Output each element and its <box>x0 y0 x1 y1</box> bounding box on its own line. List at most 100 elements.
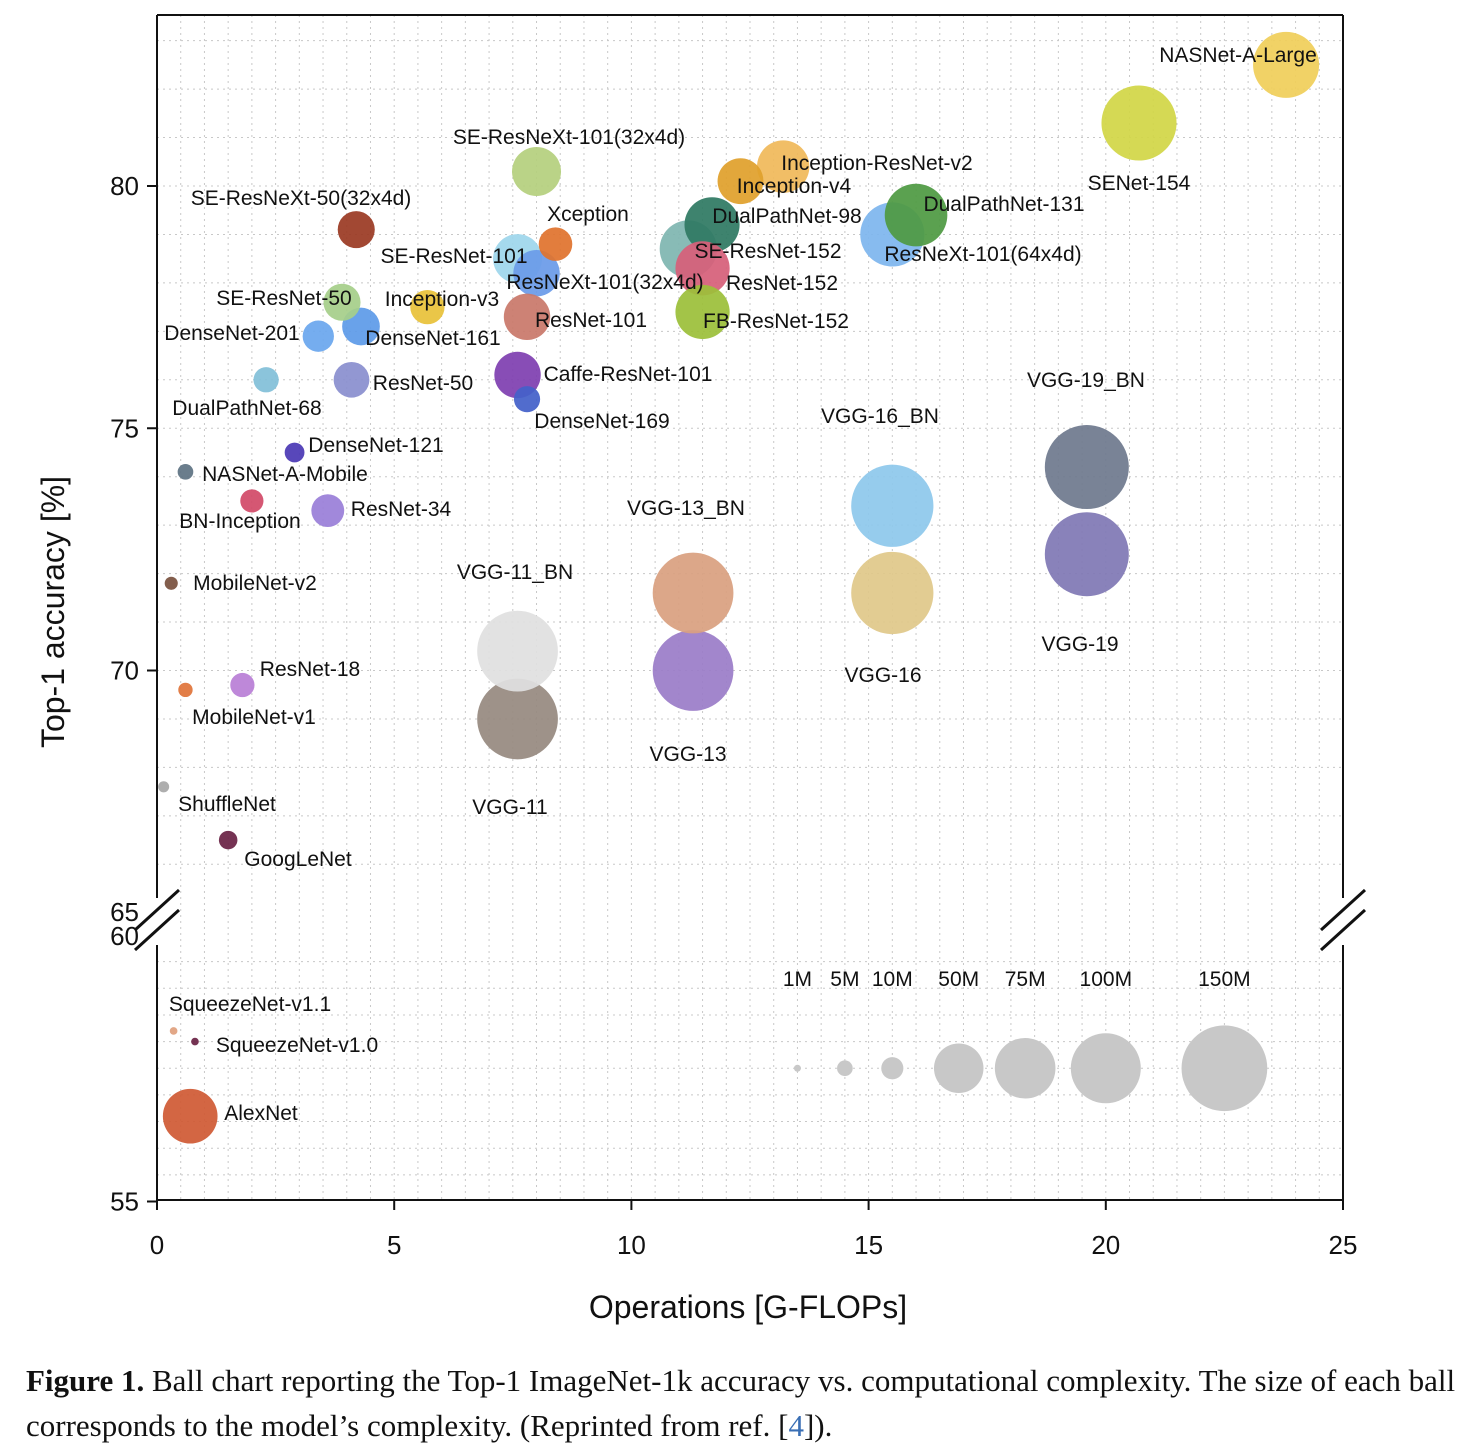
legend-ball-5m <box>837 1060 853 1077</box>
ball-vgg-19-bn <box>1044 425 1129 510</box>
ball-se-resnext-101-32x4d <box>512 146 562 196</box>
label-squeezenet-v1-1: SqueezeNet-v1.1 <box>169 993 331 1016</box>
x-tick-label: 10 <box>617 1230 646 1260</box>
label-shufflenet: ShuffleNet <box>178 793 276 816</box>
model-balls <box>158 31 1320 1144</box>
axis-break-slash <box>133 888 181 932</box>
label-fb-resnet-152: FB-ResNet-152 <box>703 310 849 333</box>
label-mobilenet-v2: MobileNet-v2 <box>193 572 317 595</box>
y-tick-label: 55 <box>110 1187 139 1217</box>
ball-fb-resnet-152 <box>675 284 730 340</box>
ball-dualpathnet-98 <box>684 197 740 253</box>
label-squeezenet-v1-0: SqueezeNet-v1.0 <box>216 1034 378 1057</box>
y-axis-ticks: 65 70 75 80 55 60 <box>110 171 157 1217</box>
ball-squeezenet-v1-1 <box>169 1027 178 1035</box>
label-resnet-50: ResNet-50 <box>373 372 473 395</box>
ball-squeezenet-v1-0 <box>191 1037 199 1046</box>
legend-ball-150m <box>1181 1025 1268 1112</box>
legend-label-75m: 75M <box>1005 968 1046 991</box>
ball-inception-v4 <box>717 158 764 205</box>
label-dualpathnet-131: DualPathNet-131 <box>923 193 1084 216</box>
label-se-resnet-101: SE-ResNet-101 <box>380 245 527 268</box>
y-tick-label: 75 <box>110 413 139 443</box>
x-axis-ticks: 0 5 10 15 20 25 <box>150 1200 1357 1260</box>
ball-shufflenet <box>158 781 170 793</box>
label-vgg-19-bn: VGG-19_BN <box>1027 369 1145 392</box>
x-axis-title: Operations [G-FLOPs] <box>589 1289 907 1325</box>
label-dualpathnet-98: DualPathNet-98 <box>712 205 861 228</box>
label-nasnet-a-large: NASNet-A-Large <box>1159 44 1317 67</box>
label-vgg-11-bn: VGG-11_BN <box>457 561 573 584</box>
label-se-resnet-152: SE-ResNet-152 <box>694 240 841 263</box>
label-densenet-201: DenseNet-201 <box>164 322 299 345</box>
label-resnet-18: ResNet-18 <box>260 658 360 681</box>
label-densenet-169: DenseNet-169 <box>534 410 669 433</box>
ball-se-resnet-50 <box>323 283 361 321</box>
label-xception: Xception <box>547 203 629 226</box>
ball-vgg-13 <box>652 630 734 711</box>
figure-caption: Figure 1. Ball chart reporting the Top-1… <box>26 1358 1466 1448</box>
ball-googlenet <box>218 830 238 850</box>
ball-nasnet-a-large <box>1253 31 1320 98</box>
ball-alexnet <box>162 1088 218 1144</box>
ball-densenet-121 <box>284 442 305 463</box>
y-tick-label: 60 <box>110 921 139 951</box>
caption-text-end: ]). <box>803 1408 833 1443</box>
y-tick-label: 80 <box>110 171 139 201</box>
label-vgg-11: VGG-11 <box>472 796 547 819</box>
ball-resnet-101 <box>503 293 551 341</box>
ball-densenet-169 <box>513 386 541 413</box>
label-senet-154: SENet-154 <box>1088 172 1191 195</box>
figure-label: Figure 1. <box>26 1363 145 1398</box>
label-vgg-16-bn: VGG-16_BN <box>821 405 939 428</box>
label-inception-v4: Inception-v4 <box>737 175 852 198</box>
axis-break-slash <box>1319 888 1367 932</box>
ball-bn-inception <box>240 489 264 513</box>
label-resnext-101-32x4d: ResNeXt-101(32x4d) <box>506 271 703 294</box>
ball-vgg-19 <box>1044 512 1129 597</box>
label-vgg-19: VGG-19 <box>1041 633 1118 656</box>
ball-senet-154 <box>1101 85 1177 161</box>
label-se-resnext-101-32x4d: SE-ResNeXt-101(32x4d) <box>453 126 685 149</box>
ball-inception-v3 <box>410 289 445 325</box>
label-inception-v3: Inception-v3 <box>385 288 499 311</box>
axis-break-marks <box>133 888 1367 952</box>
label-se-resnet-50: SE-ResNet-50 <box>216 287 351 310</box>
legend-label-100m: 100M <box>1080 968 1133 991</box>
ball-vgg-13-bn <box>652 552 734 634</box>
legend-label-1m: 1M <box>783 968 812 991</box>
ball-resnet-152 <box>675 241 730 296</box>
label-resnet-34: ResNet-34 <box>351 498 452 521</box>
plot-frame <box>156 14 1344 1201</box>
label-densenet-121: DenseNet-121 <box>308 434 443 457</box>
label-dualpathnet-68: DualPathNet-68 <box>172 397 321 420</box>
caption-reference-link[interactable]: 4 <box>788 1408 804 1443</box>
caption-text: Ball chart reporting the Top-1 ImageNet-… <box>26 1363 1456 1443</box>
ball-resnext-101-32x4d <box>513 249 560 297</box>
ball-vgg-16-bn <box>851 464 934 547</box>
ball-dualpathnet-68 <box>253 367 279 393</box>
x-tick-label: 0 <box>150 1230 164 1260</box>
label-vgg-13: VGG-13 <box>649 743 726 766</box>
ball-chart: 0 5 10 15 20 25 65 70 75 80 55 60 NASNet-A-Large SE… <box>35 14 1367 1325</box>
ball-se-resnext-50-32x4d <box>337 211 375 249</box>
x-tick-label: 20 <box>1091 1230 1120 1260</box>
ball-resnet-18 <box>230 672 255 698</box>
y-tick-label: 65 <box>110 897 139 927</box>
label-vgg-13-bn: VGG-13_BN <box>627 497 745 520</box>
label-resnet-152: ResNet-152 <box>726 272 838 295</box>
label-caffe-resnet-101: Caffe-ResNet-101 <box>544 363 713 386</box>
legend-ball-100m <box>1070 1033 1141 1104</box>
legend-ball-10m <box>881 1057 904 1080</box>
label-bn-inception: BN-Inception <box>179 510 300 533</box>
ball-vgg-11 <box>477 678 558 760</box>
label-se-resnext-50-32x4d: SE-ResNeXt-50(32x4d) <box>191 187 412 210</box>
y-tick-label: 70 <box>110 656 139 686</box>
ball-vgg-16 <box>851 551 934 635</box>
label-alexnet: AlexNet <box>224 1102 298 1125</box>
label-googlenet: GoogLeNet <box>244 848 352 871</box>
ball-mobilenet-v1 <box>178 682 193 698</box>
legend-label-10m: 10M <box>872 968 913 991</box>
label-densenet-161: DenseNet-161 <box>365 327 500 350</box>
legend-label-50m: 50M <box>938 968 979 991</box>
